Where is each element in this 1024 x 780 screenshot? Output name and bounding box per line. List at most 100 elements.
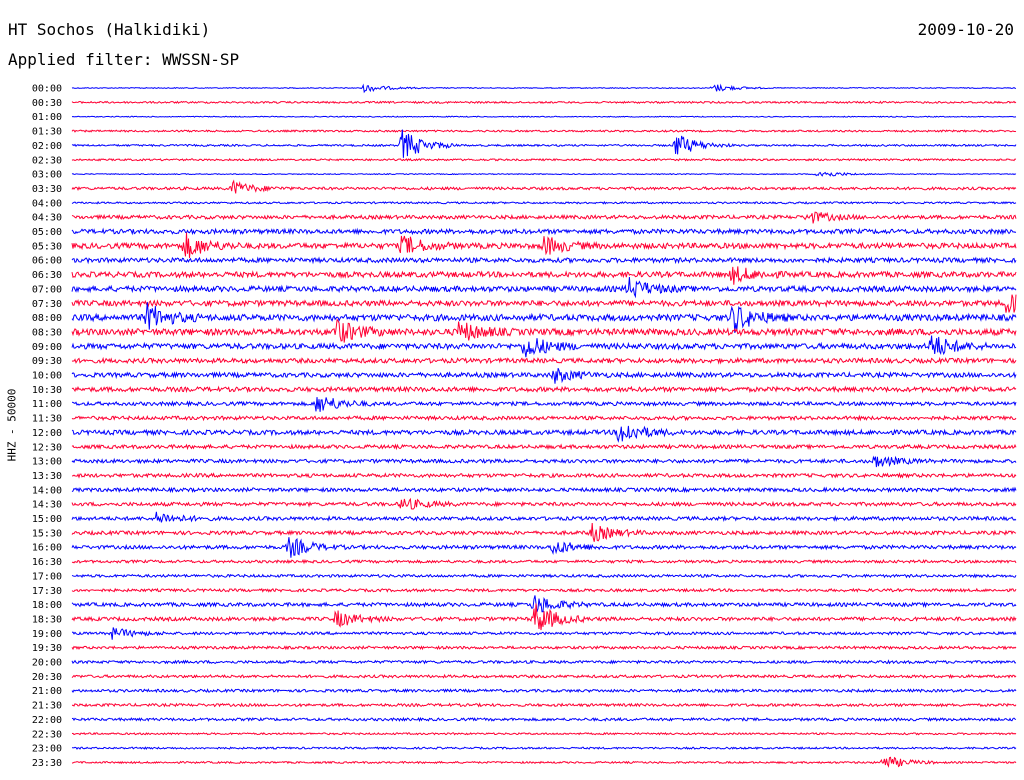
row-time-label: 17:00 <box>32 571 62 582</box>
row-time-label: 20:30 <box>32 672 62 683</box>
row-time-label: 06:30 <box>32 270 62 281</box>
trace-line <box>71 537 1017 558</box>
row-time-label: 07:00 <box>32 284 62 295</box>
row-time-label: 14:30 <box>32 500 62 511</box>
trace-line <box>71 522 1017 542</box>
trace-line <box>71 179 1017 194</box>
trace-line <box>71 368 1017 384</box>
trace-line <box>71 587 1017 593</box>
trace-line <box>71 232 1017 258</box>
row-time-label: 11:30 <box>32 414 62 425</box>
trace-line <box>71 746 1017 750</box>
row-time-label: 09:00 <box>32 342 62 353</box>
row-time-label: 21:30 <box>32 701 62 712</box>
trace-line <box>71 356 1017 365</box>
row-time-label: 04:30 <box>32 213 62 224</box>
trace-line <box>71 627 1017 640</box>
row-time-label: 11:00 <box>32 399 62 410</box>
row-time-label: 02:30 <box>32 155 62 166</box>
row-time-label: 22:30 <box>32 729 62 740</box>
row-time-label: 12:00 <box>32 428 62 439</box>
row-time-label: 19:00 <box>32 629 62 640</box>
row-time-label: 07:30 <box>32 299 62 310</box>
row-time-label: 16:30 <box>32 557 62 568</box>
trace-line <box>71 276 1017 299</box>
trace-line <box>71 200 1017 205</box>
row-time-label: 05:30 <box>32 241 62 252</box>
row-time-label: 06:00 <box>32 256 62 267</box>
row-time-label: 18:00 <box>32 600 62 611</box>
row-time-label: 04:00 <box>32 198 62 209</box>
station-title: HT Sochos (Halkidiki) <box>8 20 211 39</box>
trace-rows: 00:00 00:30 01:00 01:30 02:00 02:30 03:00 03:30… <box>32 83 1017 769</box>
record-date: 2009-10-20 <box>917 20 1014 39</box>
trace-line <box>71 266 1017 285</box>
row-time-label: 23:30 <box>32 758 62 769</box>
trace-line <box>71 100 1017 105</box>
trace-line <box>71 688 1017 694</box>
row-time-label: 01:30 <box>32 127 62 138</box>
trace-line <box>71 425 1017 443</box>
row-time-label: 08:30 <box>32 327 62 338</box>
row-time-label: 12:30 <box>32 442 62 453</box>
row-time-label: 00:30 <box>32 98 62 109</box>
trace-line <box>71 659 1017 665</box>
trace-line <box>71 335 1017 358</box>
filter-label: Applied filter: WWSSN-SP <box>8 50 240 69</box>
trace-line <box>71 645 1017 651</box>
trace-line <box>71 83 1017 94</box>
row-time-label: 15:30 <box>32 528 62 539</box>
row-time-label: 09:30 <box>32 356 62 367</box>
trace-line <box>72 472 1017 479</box>
trace-line <box>71 573 1017 579</box>
row-time-label: 15:00 <box>32 514 62 525</box>
trace-line <box>71 294 1017 313</box>
trace-line <box>71 486 1017 494</box>
row-time-label: 08:00 <box>32 313 62 324</box>
trace-line <box>71 673 1017 679</box>
trace-line <box>71 256 1017 265</box>
row-time-label: 01:00 <box>32 112 62 123</box>
trace-line <box>71 171 1017 177</box>
trace-line <box>71 211 1017 224</box>
row-time-label: 13:30 <box>32 471 62 482</box>
trace-line <box>71 702 1017 708</box>
row-time-label: 10:30 <box>32 385 62 396</box>
row-time-label: 21:00 <box>32 686 62 697</box>
trace-line <box>71 603 1017 631</box>
trace-line <box>71 157 1017 162</box>
row-time-label: 18:30 <box>32 614 62 625</box>
trace-line <box>71 716 1017 723</box>
row-time-label: 16:00 <box>32 543 62 554</box>
trace-line <box>71 595 1017 613</box>
row-time-label: 17:30 <box>32 586 62 597</box>
row-time-label: 13:00 <box>32 457 62 468</box>
row-time-label: 22:00 <box>32 715 62 726</box>
row-time-label: 02:00 <box>32 141 62 152</box>
trace-line <box>71 497 1017 510</box>
trace-line <box>71 732 1017 736</box>
trace-line <box>71 414 1017 422</box>
row-time-label: 00:00 <box>32 84 62 95</box>
row-time-label: 19:30 <box>32 643 62 654</box>
trace-line <box>71 558 1017 565</box>
row-time-label: 05:00 <box>32 227 62 238</box>
trace-line <box>71 756 1017 768</box>
trace-line <box>71 397 1017 412</box>
row-time-label: 10:00 <box>32 371 62 382</box>
trace-line <box>71 302 1017 333</box>
row-time-label: 14:00 <box>32 485 62 496</box>
row-time-label: 03:30 <box>32 184 62 195</box>
trace-line <box>71 318 1017 343</box>
trace-line <box>71 443 1017 451</box>
trace-line <box>71 455 1017 468</box>
row-time-label: 20:00 <box>32 658 62 669</box>
trace-line <box>71 385 1017 394</box>
trace-line <box>71 227 1017 236</box>
trace-line <box>71 129 1017 133</box>
trace-line <box>71 129 1017 158</box>
trace-line <box>71 511 1017 523</box>
row-time-label: 03:00 <box>32 170 62 181</box>
row-time-label: 23:00 <box>32 744 62 755</box>
